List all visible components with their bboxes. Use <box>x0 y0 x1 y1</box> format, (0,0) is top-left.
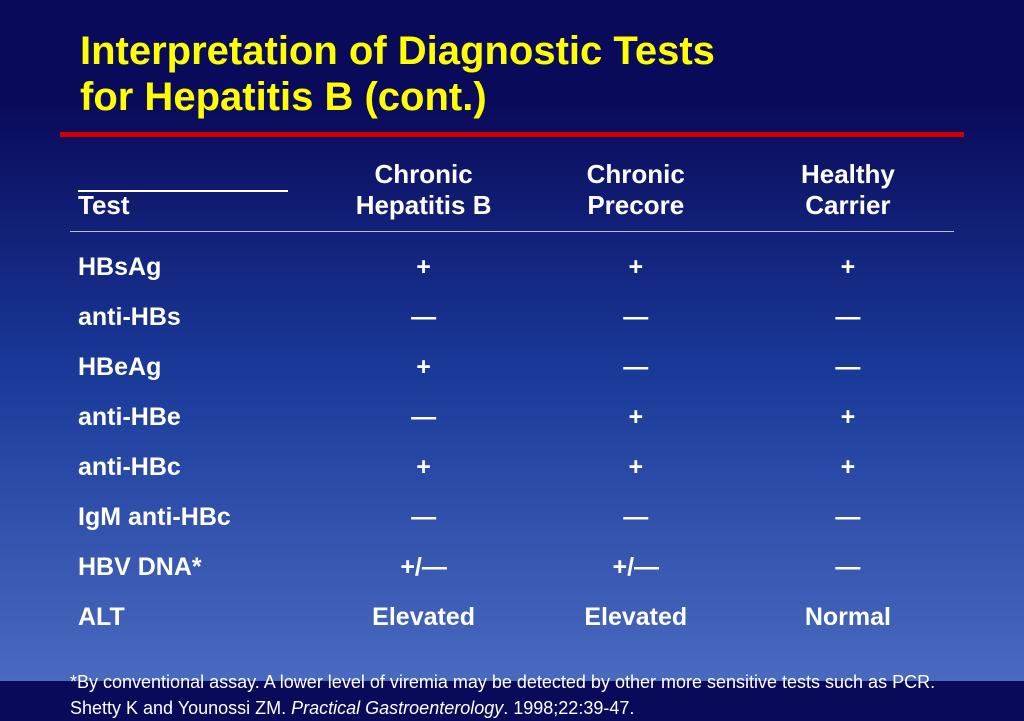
table-row: HBsAg+++ <box>70 242 954 292</box>
title-rule <box>60 132 964 137</box>
slide-title: Interpretation of Diagnostic Tests for H… <box>80 28 974 120</box>
cell-test: HBeAg <box>70 342 318 392</box>
footnote-assay: *By conventional assay. A lower level of… <box>70 670 954 695</box>
col-header-test: Test <box>70 155 318 231</box>
cell-test: anti-HBe <box>70 392 318 442</box>
footnote-citation: Shetty K and Younossi ZM. Practical Gast… <box>70 696 954 721</box>
diagnostic-table: Test Chronic Hepatitis B Chronic Precore… <box>70 155 954 642</box>
table-row: IgM anti-HBc——— <box>70 492 954 542</box>
cell-chronic-hepb: — <box>318 392 530 442</box>
title-line-1: Interpretation of Diagnostic Tests <box>80 29 715 73</box>
cell-chronic-hepb: Elevated <box>318 592 530 642</box>
col-header-chronic-precore: Chronic Precore <box>530 155 742 231</box>
cell-healthy-carrier: — <box>742 542 954 592</box>
cell-chronic-hepb: + <box>318 442 530 492</box>
cell-healthy-carrier: Normal <box>742 592 954 642</box>
cell-test: HBV DNA* <box>70 542 318 592</box>
table-row: anti-HBs——— <box>70 292 954 342</box>
table-row: anti-HBe—++ <box>70 392 954 442</box>
cell-test: anti-HBc <box>70 442 318 492</box>
cell-chronic-hepb: + <box>318 342 530 392</box>
cell-chronic-precore: + <box>530 392 742 442</box>
cell-chronic-precore: +/— <box>530 542 742 592</box>
cell-chronic-precore: — <box>530 492 742 542</box>
cell-test: IgM anti-HBc <box>70 492 318 542</box>
cell-healthy-carrier: — <box>742 292 954 342</box>
cell-chronic-precore: + <box>530 442 742 492</box>
cell-test: anti-HBs <box>70 292 318 342</box>
cell-chronic-precore: Elevated <box>530 592 742 642</box>
cell-healthy-carrier: — <box>742 342 954 392</box>
header-separator <box>70 231 954 232</box>
cell-test: HBsAg <box>70 242 318 292</box>
cell-healthy-carrier: + <box>742 442 954 492</box>
cell-chronic-hepb: + <box>318 242 530 292</box>
table-row: anti-HBc+++ <box>70 442 954 492</box>
table-row: ALTElevatedElevatedNormal <box>70 592 954 642</box>
cell-chronic-hepb: — <box>318 292 530 342</box>
cell-healthy-carrier: — <box>742 492 954 542</box>
cell-healthy-carrier: + <box>742 242 954 292</box>
slide: Interpretation of Diagnostic Tests for H… <box>0 0 1024 681</box>
title-line-2: for Hepatitis B (cont.) <box>80 75 487 119</box>
cell-chronic-hepb: +/— <box>318 542 530 592</box>
cell-healthy-carrier: + <box>742 392 954 442</box>
footnote: *By conventional assay. A lower level of… <box>70 670 954 720</box>
col-header-healthy-carrier: Healthy Carrier <box>742 155 954 231</box>
blank-underline <box>78 161 288 192</box>
table-row: HBeAg+—— <box>70 342 954 392</box>
table-body: HBsAg+++anti-HBs———HBeAg+——anti-HBe—++an… <box>70 242 954 642</box>
header-separator-row <box>70 231 954 242</box>
cell-test: ALT <box>70 592 318 642</box>
cell-chronic-precore: + <box>530 242 742 292</box>
col-header-chronic-hepb: Chronic Hepatitis B <box>318 155 530 231</box>
cell-chronic-precore: — <box>530 292 742 342</box>
cell-chronic-hepb: — <box>318 492 530 542</box>
cell-chronic-precore: — <box>530 342 742 392</box>
table-row: HBV DNA*+/—+/—— <box>70 542 954 592</box>
header-row: Test Chronic Hepatitis B Chronic Precore… <box>70 155 954 231</box>
diagnostic-table-wrap: Test Chronic Hepatitis B Chronic Precore… <box>70 155 954 642</box>
